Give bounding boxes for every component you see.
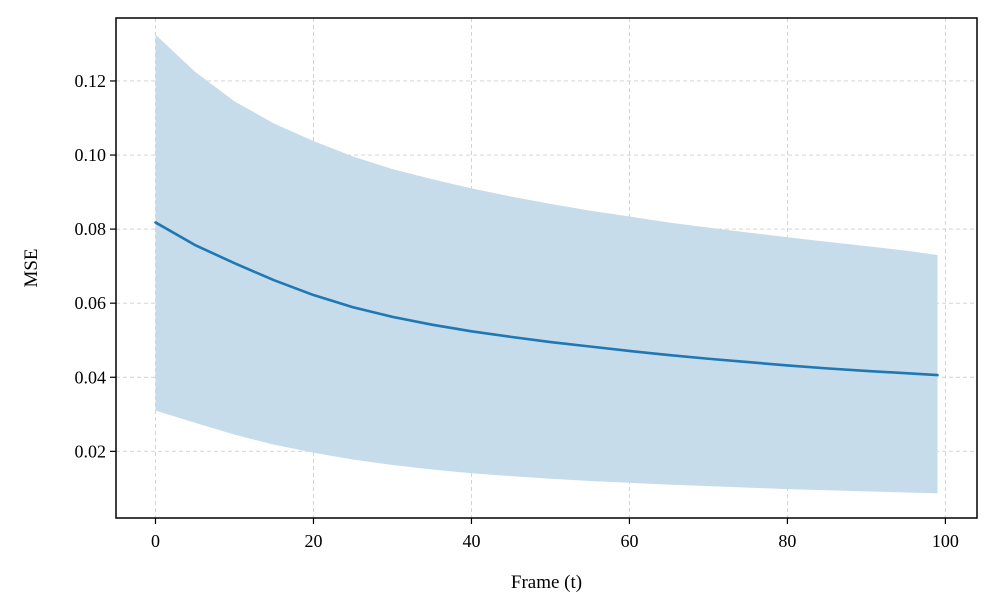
y-axis-ticks: 0.02 0.04 0.06 0.08 0.10 0.12 xyxy=(75,71,116,461)
x-tick-label: 0 xyxy=(151,531,160,551)
x-tick-label: 20 xyxy=(304,531,322,551)
y-tick-label: 0.10 xyxy=(75,145,107,165)
plot-area-frame xyxy=(115,17,978,519)
y-axis-label: MSE xyxy=(21,248,42,287)
x-axis-label: Frame (t) xyxy=(511,572,582,593)
mean-mse-line xyxy=(154,221,939,377)
y-tick-label: 0.08 xyxy=(75,219,107,239)
confidence-band xyxy=(155,34,938,494)
y-tick-label: 0.02 xyxy=(75,441,107,461)
y-tick-label: 0.12 xyxy=(75,71,107,91)
confidence-band-layer xyxy=(155,34,938,494)
x-tick-label: 40 xyxy=(462,531,480,551)
x-tick-label: 60 xyxy=(620,531,638,551)
x-axis-ticks: 0 20 40 60 80 100 xyxy=(151,518,959,551)
x-tick-label: 80 xyxy=(778,531,796,551)
x-tick-label: 100 xyxy=(932,531,959,551)
y-tick-label: 0.06 xyxy=(75,293,107,313)
series-line-layer xyxy=(154,221,939,377)
y-tick-label: 0.04 xyxy=(75,367,107,387)
